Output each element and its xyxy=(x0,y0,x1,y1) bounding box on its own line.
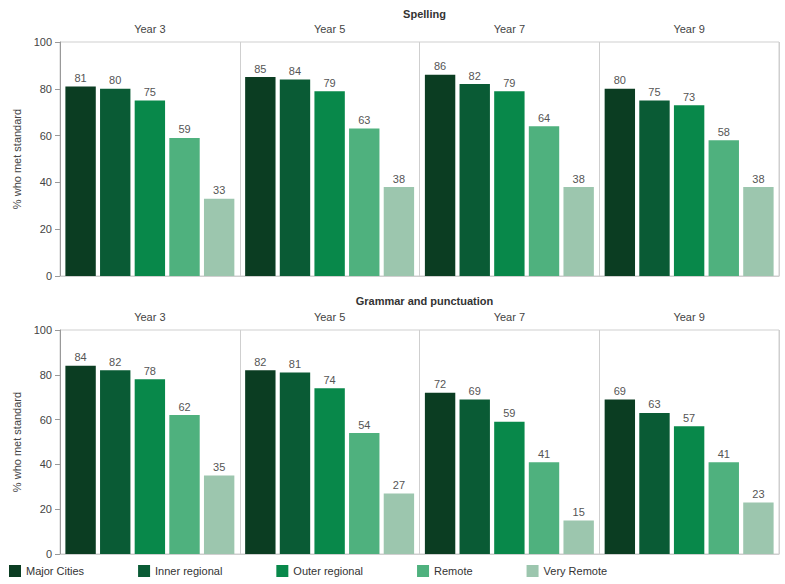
svg-text:Spelling: Spelling xyxy=(403,8,446,20)
svg-text:27: 27 xyxy=(393,479,405,491)
svg-text:Year 7: Year 7 xyxy=(494,311,525,323)
svg-text:Year 9: Year 9 xyxy=(673,23,704,35)
svg-text:% who met standard: % who met standard xyxy=(11,109,23,209)
svg-text:Major Cities: Major Cities xyxy=(26,565,85,577)
svg-text:20: 20 xyxy=(40,223,52,235)
svg-text:80: 80 xyxy=(109,74,121,86)
svg-text:84: 84 xyxy=(74,351,86,363)
svg-text:Year 5: Year 5 xyxy=(314,311,345,323)
svg-text:Year 9: Year 9 xyxy=(673,311,704,323)
svg-text:38: 38 xyxy=(393,173,405,185)
svg-text:Inner regional: Inner regional xyxy=(155,565,222,577)
svg-text:40: 40 xyxy=(40,458,52,470)
svg-text:Grammar and punctuation: Grammar and punctuation xyxy=(356,295,494,307)
svg-text:20: 20 xyxy=(40,503,52,515)
svg-text:72: 72 xyxy=(434,378,446,390)
svg-text:33: 33 xyxy=(213,184,225,196)
svg-text:60: 60 xyxy=(40,130,52,142)
svg-text:80: 80 xyxy=(40,369,52,381)
svg-text:0: 0 xyxy=(46,270,52,282)
svg-text:23: 23 xyxy=(752,488,764,500)
svg-text:63: 63 xyxy=(648,398,660,410)
svg-text:80: 80 xyxy=(40,83,52,95)
svg-text:Year 5: Year 5 xyxy=(314,23,345,35)
svg-text:63: 63 xyxy=(358,114,370,126)
svg-text:Year 3: Year 3 xyxy=(134,23,165,35)
svg-text:% who met standard: % who met standard xyxy=(11,392,23,492)
svg-text:78: 78 xyxy=(144,365,156,377)
svg-text:74: 74 xyxy=(324,374,336,386)
svg-text:38: 38 xyxy=(573,173,585,185)
svg-text:60: 60 xyxy=(40,414,52,426)
svg-text:81: 81 xyxy=(74,72,86,84)
svg-text:35: 35 xyxy=(213,461,225,473)
svg-text:75: 75 xyxy=(144,86,156,98)
svg-text:82: 82 xyxy=(109,356,121,368)
svg-text:75: 75 xyxy=(648,86,660,98)
svg-text:84: 84 xyxy=(289,65,301,77)
svg-text:57: 57 xyxy=(683,412,695,424)
svg-text:38: 38 xyxy=(752,173,764,185)
svg-text:58: 58 xyxy=(718,126,730,138)
svg-text:86: 86 xyxy=(434,60,446,72)
svg-text:59: 59 xyxy=(503,407,515,419)
svg-text:79: 79 xyxy=(324,77,336,89)
svg-text:15: 15 xyxy=(573,506,585,518)
svg-text:54: 54 xyxy=(358,419,370,431)
svg-text:80: 80 xyxy=(614,74,626,86)
svg-text:Year 3: Year 3 xyxy=(134,311,165,323)
svg-text:82: 82 xyxy=(469,70,481,82)
svg-text:41: 41 xyxy=(718,448,730,460)
svg-text:64: 64 xyxy=(538,112,550,124)
svg-text:100: 100 xyxy=(34,36,52,48)
svg-text:Remote: Remote xyxy=(434,565,473,577)
svg-text:Year 7: Year 7 xyxy=(494,23,525,35)
svg-text:81: 81 xyxy=(289,358,301,370)
svg-text:85: 85 xyxy=(254,63,266,75)
svg-text:79: 79 xyxy=(503,77,515,89)
svg-text:40: 40 xyxy=(40,176,52,188)
svg-text:69: 69 xyxy=(614,385,626,397)
svg-text:41: 41 xyxy=(538,448,550,460)
svg-text:Very Remote: Very Remote xyxy=(544,565,608,577)
svg-text:82: 82 xyxy=(254,356,266,368)
svg-text:Outer regional: Outer regional xyxy=(293,565,363,577)
svg-text:0: 0 xyxy=(46,548,52,560)
svg-text:73: 73 xyxy=(683,91,695,103)
svg-text:100: 100 xyxy=(34,324,52,336)
svg-text:59: 59 xyxy=(178,123,190,135)
svg-text:69: 69 xyxy=(469,385,481,397)
svg-text:62: 62 xyxy=(178,401,190,413)
